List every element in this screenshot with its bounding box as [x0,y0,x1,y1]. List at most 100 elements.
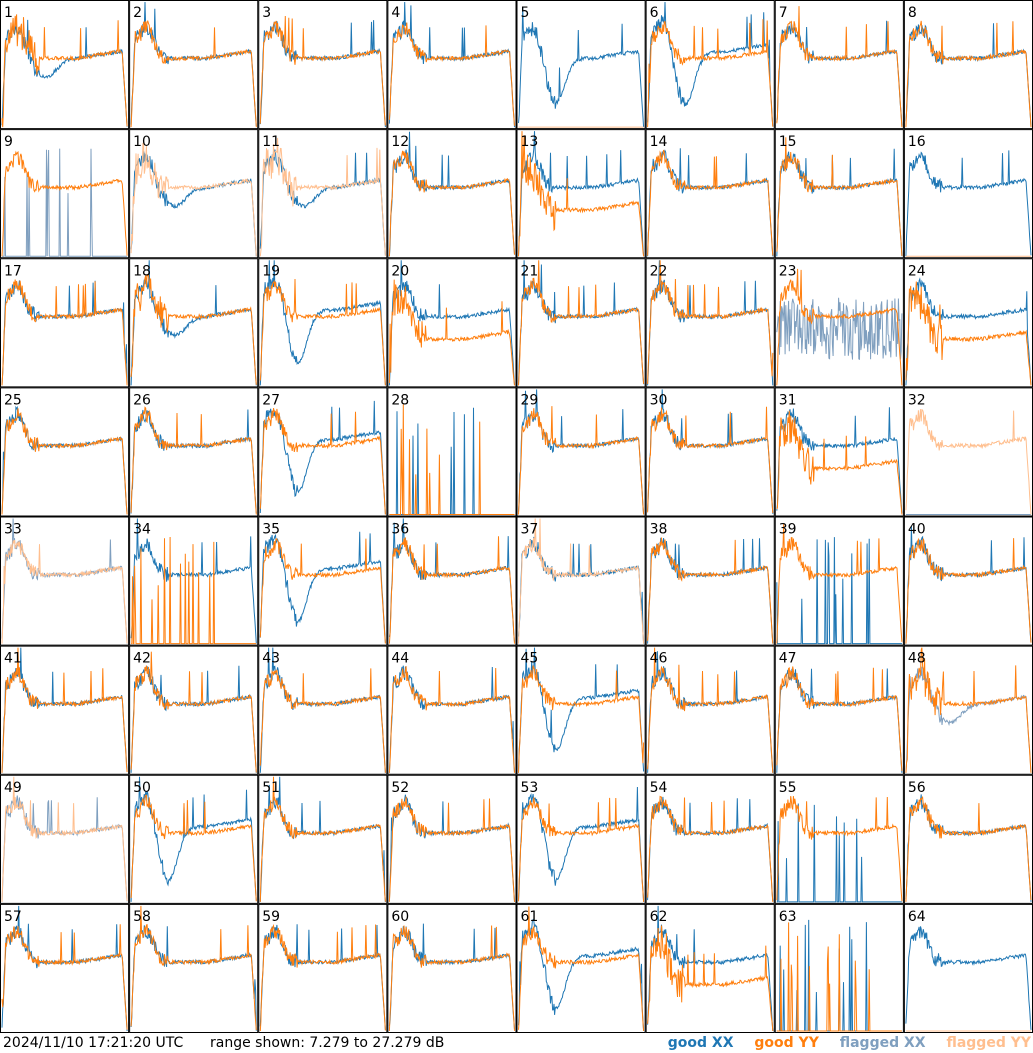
series-yy-good [388,666,515,773]
series-yy-good [776,523,903,644]
panel-number: 13 [521,134,539,150]
panel-number: 30 [650,392,668,408]
series-yy-good [518,665,645,773]
footer: 2024/11/10 17:21:20 UTC range shown: 7.2… [0,1033,1033,1053]
panel-number: 22 [650,263,668,279]
panel-number: 25 [4,392,22,408]
series-xx-good [905,277,1032,386]
panel-frame [516,516,646,646]
antenna-panel-61: 61 [516,903,646,1033]
antenna-panel-33: 33 [0,516,130,646]
panel-number: 29 [521,392,539,408]
series-yy-good [130,905,257,1031]
panel-number: 58 [133,909,151,925]
panel-frame [774,516,904,646]
antenna-panel-49: 49 [0,774,130,904]
series-yy-good [905,647,1032,773]
antenna-panel-2: 2 [129,0,259,130]
series-xx-good [647,1,774,127]
antenna-panel-24: 24 [903,258,1033,388]
series-yy-good [905,795,1032,902]
series-yy-good [388,150,515,257]
panel-frame [774,129,904,259]
legend-flagged-yy: flagged YY [946,1035,1031,1051]
series-yy-good [1,647,128,773]
panel-frame [903,129,1033,259]
panel-number: 36 [391,522,409,538]
antenna-panel-54: 54 [645,774,775,904]
series-xx-flagged [776,297,903,360]
antenna-panel-1: 1 [0,0,130,130]
panel-number: 12 [391,134,409,150]
antenna-panel-20: 20 [387,258,517,388]
panel-frame [387,903,517,1033]
antenna-panel-27: 27 [258,387,388,517]
antenna-panel-4: 4 [387,0,517,130]
panel-number: 21 [521,263,539,279]
series-yy-flagged [905,408,1032,515]
series-yy-good [1,408,128,515]
panel-frame [516,774,646,904]
panel-number: 53 [521,780,539,796]
antenna-panel-51: 51 [258,774,388,904]
series-yy-good [776,796,903,902]
series-yy-good [388,925,515,1032]
panel-number: 4 [391,5,400,21]
series-yy-good [776,137,903,256]
panel-number: 10 [133,134,151,150]
panel-number: 1 [4,5,13,21]
panel-number: 50 [133,780,151,796]
series-xx-good [905,926,1032,1030]
series-yy-good [1,279,128,386]
antenna-panel-23: 23 [774,258,904,388]
panel-frame [903,0,1033,130]
series-yy-good [518,260,645,386]
panel-number: 51 [262,780,280,796]
panel-frame [0,387,130,517]
panel-number: 16 [908,134,926,150]
antenna-panel-58: 58 [129,903,259,1033]
panel-number: 24 [908,263,926,279]
series-yy-good [130,651,257,773]
panel-number: 41 [4,651,22,667]
series-yy-good [647,925,774,1032]
panel-frame [0,0,130,130]
panel-number: 17 [4,263,22,279]
panel-frame [129,387,259,517]
panel-number: 14 [650,134,668,150]
panel-frame [0,903,130,1033]
panel-number: 31 [779,392,797,408]
panel-frame [387,645,517,775]
antenna-panel-26: 26 [129,387,259,517]
antenna-panel-40: 40 [903,516,1033,646]
panel-frame [516,387,646,517]
antenna-panel-39: 39 [774,516,904,646]
antenna-panel-3: 3 [258,0,388,130]
panel-number: 11 [262,134,280,150]
series-yy-good [130,19,257,128]
series-yy-good [131,536,257,645]
panel-frame [645,645,775,775]
panel-frame [129,903,259,1033]
panel-frame [774,387,904,517]
series-yy-good [776,268,903,386]
antenna-panel-5: 5 [516,0,646,130]
antenna-panel-48: 48 [903,645,1033,775]
antenna-panel-59: 59 [258,903,388,1033]
series-yy-flagged [518,518,645,644]
series-yy-flagged [1,776,128,902]
series-yy-good [388,22,515,126]
panel-frame [258,387,388,517]
antenna-panel-35: 35 [258,516,388,646]
antenna-panel-6: 6 [645,0,775,130]
panel-frame [516,903,646,1033]
legend: good XX good YY flagged XX flagged YY [652,1033,1031,1053]
panel-number: 48 [908,651,926,667]
series-yy-good [776,6,903,128]
series-yy-good [647,406,774,514]
series-yy-good [905,20,1032,128]
series-yy-good [518,906,645,1032]
panel-frame [0,258,130,388]
series-yy-good [259,407,386,515]
